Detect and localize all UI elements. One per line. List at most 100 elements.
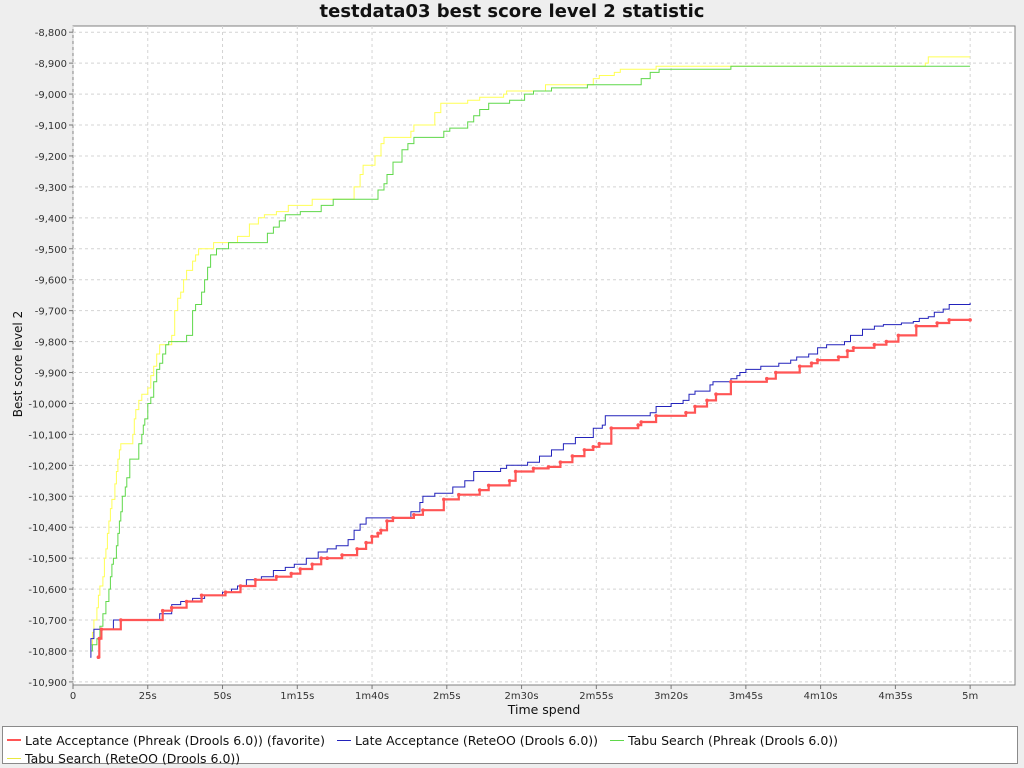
data-point bbox=[412, 513, 416, 517]
x-tick-label: 2m5s bbox=[433, 691, 461, 702]
data-point bbox=[298, 567, 303, 571]
data-point bbox=[570, 454, 575, 458]
legend-swatch bbox=[610, 740, 625, 741]
data-point bbox=[815, 358, 820, 362]
x-axis-label: Time spend bbox=[507, 702, 581, 717]
x-tick-label: 3m20s bbox=[654, 691, 688, 702]
y-tick-label: -10,600 bbox=[28, 585, 67, 596]
plot-area bbox=[72, 25, 1016, 686]
data-point bbox=[507, 479, 512, 483]
y-tick-label: -10,900 bbox=[28, 678, 67, 689]
x-tick-label: 4m10s bbox=[804, 691, 838, 702]
chart-title: testdata03 best score level 2 statistic bbox=[319, 1, 705, 22]
legend-swatch bbox=[7, 739, 21, 741]
y-tick-label: -10,100 bbox=[28, 430, 67, 441]
data-point bbox=[355, 547, 359, 551]
data-point bbox=[896, 333, 901, 338]
x-tick-label: 1m40s bbox=[355, 691, 389, 702]
x-tick-label: 1m15s bbox=[280, 691, 314, 702]
grid-lines bbox=[72, 26, 1015, 685]
data-point bbox=[310, 562, 315, 567]
data-point bbox=[184, 599, 189, 604]
y-tick-label: -10,500 bbox=[28, 554, 67, 565]
data-point bbox=[872, 342, 877, 347]
y-tick-label: -9,300 bbox=[35, 183, 67, 194]
x-tick-label: 50s bbox=[214, 691, 232, 702]
data-point bbox=[639, 420, 643, 424]
data-point bbox=[609, 426, 614, 431]
data-point bbox=[809, 361, 814, 366]
x-tick-label: 25s bbox=[139, 691, 157, 702]
data-point bbox=[582, 448, 587, 452]
data-point bbox=[705, 398, 709, 403]
data-point bbox=[391, 516, 395, 520]
data-point bbox=[774, 370, 778, 375]
data-point bbox=[729, 380, 733, 384]
y-tick-label: -9,800 bbox=[35, 338, 67, 349]
data-point bbox=[457, 492, 461, 497]
legend-row: Tabu Search (ReteOO (Drools 6.0)) bbox=[7, 745, 248, 766]
y-tick-label: -10,000 bbox=[28, 399, 67, 410]
y-tick-label: -9,100 bbox=[35, 121, 67, 132]
y-tick-label: -10,300 bbox=[28, 492, 67, 503]
data-point bbox=[376, 531, 380, 536]
x-tick-label: 0 bbox=[70, 691, 76, 702]
data-point bbox=[531, 466, 536, 471]
legend-label: Late Acceptance (ReteOO (Drools 6.0)) bbox=[354, 733, 599, 748]
y-tick-label: -9,900 bbox=[35, 369, 67, 380]
data-point bbox=[385, 519, 389, 523]
data-point bbox=[364, 540, 368, 545]
data-point bbox=[914, 324, 919, 328]
y-tick-label: -8,900 bbox=[35, 59, 67, 70]
legend-swatch bbox=[336, 740, 351, 741]
data-point bbox=[325, 556, 330, 560]
data-point bbox=[442, 497, 446, 502]
x-tick-label: 2m55s bbox=[579, 691, 613, 702]
data-point bbox=[160, 608, 165, 613]
data-point bbox=[274, 574, 279, 579]
series-line bbox=[90, 56, 971, 646]
y-tick-label: -10,700 bbox=[28, 616, 67, 627]
data-point bbox=[477, 488, 482, 492]
data-point bbox=[99, 627, 104, 632]
data-point bbox=[591, 445, 596, 449]
x-tick-label: 5m bbox=[962, 691, 978, 702]
data-point bbox=[797, 364, 802, 369]
axes: -8,800 -8,900 -9,000 -9,100 -9,200 -9,300 -9,4… bbox=[28, 28, 978, 702]
series-line bbox=[90, 65, 971, 652]
data-point bbox=[379, 528, 383, 533]
data-point bbox=[947, 318, 951, 322]
data-point bbox=[693, 404, 697, 409]
data-point bbox=[765, 376, 769, 381]
data-point bbox=[238, 584, 243, 588]
y-tick-label: -9,200 bbox=[35, 152, 67, 163]
legend-swatch bbox=[7, 758, 21, 759]
legend-item: Late Acceptance (Phreak (Drools 6.0)) (f… bbox=[7, 731, 325, 750]
chart-legend: Late Acceptance (Phreak (Drools 6.0)) (f… bbox=[2, 726, 1018, 766]
data-point bbox=[169, 605, 174, 610]
y-tick-label: -8,800 bbox=[35, 28, 67, 39]
legend-row: Late Acceptance (Phreak (Drools 6.0)) (f… bbox=[7, 727, 846, 748]
data-point bbox=[654, 414, 658, 418]
series-line bbox=[98, 318, 971, 659]
data-point bbox=[714, 392, 718, 397]
data-point bbox=[421, 508, 425, 512]
data-point bbox=[884, 339, 889, 344]
legend-label: Tabu Search (Phreak (Drools 6.0)) bbox=[628, 733, 839, 748]
legend-item: Tabu Search (Phreak (Drools 6.0)) bbox=[610, 731, 838, 750]
data-point bbox=[597, 441, 602, 446]
x-tick-label: 4m35s bbox=[878, 691, 912, 702]
data-point bbox=[289, 571, 294, 576]
data-point bbox=[513, 469, 518, 474]
data-point bbox=[558, 460, 563, 465]
y-tick-label: -9,500 bbox=[35, 245, 67, 256]
data-point bbox=[486, 483, 491, 488]
data-point bbox=[851, 346, 856, 350]
data-point bbox=[636, 423, 640, 427]
data-point bbox=[319, 556, 324, 560]
x-tick-label: 2m30s bbox=[505, 691, 539, 702]
legend-label: Tabu Search (ReteOO (Drools 6.0)) bbox=[25, 751, 241, 766]
series-lines bbox=[90, 56, 972, 659]
data-point bbox=[370, 534, 374, 539]
data-point bbox=[935, 321, 939, 325]
